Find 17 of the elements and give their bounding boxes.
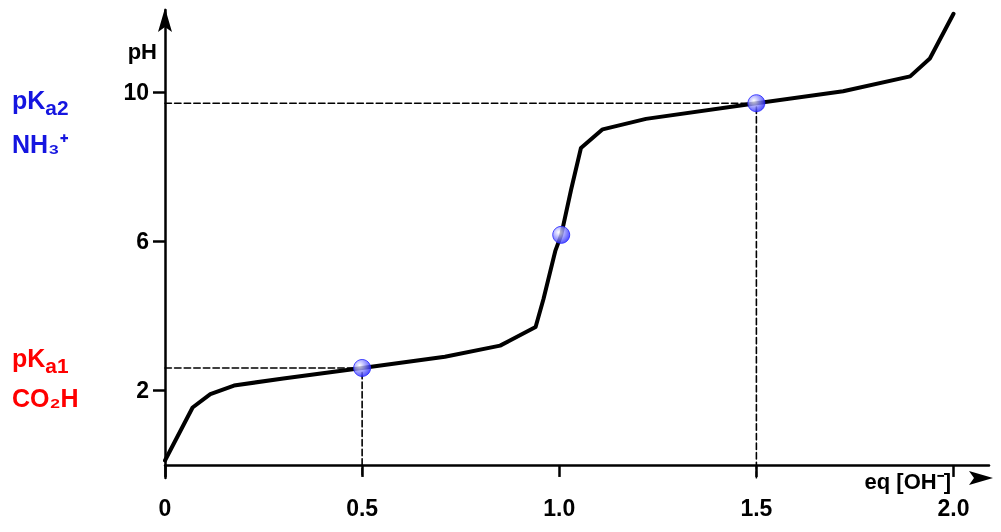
text: pK$_{a1}$ — [12, 344, 69, 378]
x-axis-title: eq [OH⁻] — [864, 469, 951, 495]
x-tick-label: 2.0 — [937, 494, 970, 521]
point — [353, 359, 372, 377]
point — [747, 94, 766, 113]
x-tick-label: 0.5 — [346, 494, 379, 521]
y-tick-label: 6 — [136, 228, 149, 255]
text: NH₃⁺ — [12, 129, 68, 160]
y-axis-title: pH — [127, 38, 157, 64]
x-tick-label: 1.0 — [543, 494, 576, 521]
x-tick-label: 0 — [158, 494, 172, 521]
text: pK$_{a2}$ — [12, 86, 69, 120]
text: CO₂H — [12, 384, 79, 413]
y-tick-label: 2 — [136, 377, 149, 404]
y-tick-label: 10 — [123, 79, 149, 106]
x-tick-label: 1.5 — [740, 494, 773, 521]
point — [552, 225, 571, 244]
